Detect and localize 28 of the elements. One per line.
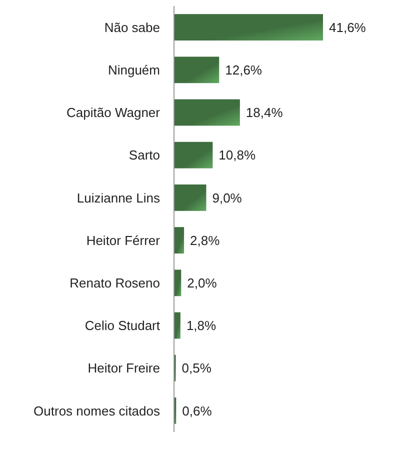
bar xyxy=(174,270,182,296)
data-label: 41,6% xyxy=(329,20,366,35)
y-tick-label: Luizianne Lins xyxy=(76,190,160,206)
data-label: 12,6% xyxy=(225,62,262,78)
bar xyxy=(174,14,323,41)
data-label: 9,0% xyxy=(212,190,242,206)
y-tick-label: Não sabe xyxy=(104,20,160,35)
bar xyxy=(174,184,206,211)
y-tick-label: Ninguém xyxy=(108,62,160,78)
data-label: 0,5% xyxy=(182,360,212,376)
bar xyxy=(174,312,180,339)
bar xyxy=(174,227,184,254)
y-tick-label: Sarto xyxy=(128,148,160,163)
y-tick-label: Capitão Wagner xyxy=(66,105,161,120)
y-tick-label: Renato Roseno xyxy=(70,275,160,290)
bar xyxy=(174,142,213,168)
data-label: 2,8% xyxy=(190,232,220,248)
bar xyxy=(174,56,220,84)
y-tick-label: Heitor Férrer xyxy=(86,232,161,248)
data-label: 2,0% xyxy=(187,275,218,290)
y-tick-label: Heitor Freire xyxy=(88,360,160,376)
data-label: 18,4% xyxy=(246,105,284,120)
y-tick-label: Celio Studart xyxy=(84,318,160,334)
y-tick-label: Outros nomes citados xyxy=(34,403,160,418)
data-label: 0,6% xyxy=(182,403,212,418)
data-label: 10,8% xyxy=(218,148,256,163)
bar xyxy=(174,99,240,126)
data-label: 1,8% xyxy=(186,318,217,334)
